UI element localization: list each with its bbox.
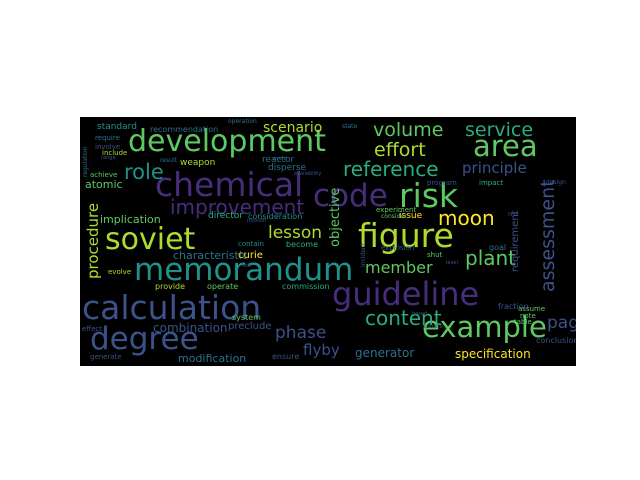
word-impact: impact: [479, 179, 504, 187]
word-experiment: experiment: [376, 206, 417, 214]
word-soviet: soviet: [105, 222, 196, 257]
word-consideration: consideration: [248, 212, 303, 221]
word-content: content: [365, 306, 442, 330]
word-evolve: evolve: [108, 268, 132, 276]
word-volume: volume: [373, 119, 444, 141]
word-memorandum: memorandum: [134, 252, 354, 288]
word-recommendation: recommendation: [150, 125, 219, 134]
word-become: become: [286, 240, 319, 249]
word-fraction: fraction: [498, 302, 529, 311]
word-standard: standard: [97, 122, 137, 132]
word-moon: moon: [438, 206, 495, 230]
word-mission: mission: [247, 218, 267, 224]
word-incident-vertical: incident: [360, 242, 367, 267]
word-limit: limit: [508, 212, 519, 218]
word-explosion: explosion: [381, 244, 415, 252]
word-program: program: [427, 179, 457, 187]
word-service: service: [465, 119, 534, 141]
word-state: state: [342, 123, 358, 130]
word-range: range: [101, 155, 116, 161]
word-assessment-vertical: assessment: [537, 179, 559, 292]
word-implication: implication: [100, 213, 161, 226]
word-generate: generate: [90, 353, 122, 361]
word-objective-vertical: objective: [328, 187, 343, 247]
word-test: test: [242, 263, 252, 269]
word-effect: effect: [82, 325, 103, 333]
word-based: based: [412, 311, 428, 317]
word-issue: issue: [399, 211, 423, 221]
word-system: system: [232, 313, 261, 322]
word-goal: goal: [489, 243, 507, 252]
word-include: include: [102, 149, 128, 157]
word-page: page: [547, 313, 576, 333]
word-assume: assume: [518, 305, 546, 313]
word-member: member: [365, 258, 433, 277]
word-characteristic: characteristic: [173, 249, 248, 262]
word-involve: involve: [95, 143, 121, 151]
word-combination: combination: [153, 321, 228, 335]
word-development: development: [128, 124, 326, 159]
word-lesson: lesson: [268, 223, 323, 243]
word-commission: commission: [282, 282, 330, 291]
word-event: event: [273, 156, 288, 162]
word-generator: generator: [355, 346, 415, 360]
word-procedure-vertical: procedure: [84, 202, 102, 279]
word-code: code: [313, 178, 388, 214]
word-reference: reference: [343, 157, 439, 181]
word-principle: principle: [462, 159, 527, 177]
word-effort: effort: [374, 139, 426, 161]
word-source: source: [423, 323, 443, 330]
word-specification: specification: [455, 347, 531, 361]
word-plant: plant: [465, 246, 517, 270]
word-require: require: [95, 134, 120, 142]
word-design: design: [546, 179, 566, 186]
word-director: director: [208, 211, 243, 221]
word-ensure: ensure: [272, 352, 300, 361]
word-guideline: guideline: [332, 275, 480, 313]
word-disperse: disperse: [268, 163, 307, 173]
word-availability: availability: [294, 171, 322, 177]
word-requirement-vertical: requirement: [510, 210, 521, 272]
word-example: example: [422, 310, 547, 344]
word-note: note: [520, 312, 536, 320]
word-phase: phase: [275, 323, 327, 343]
word-flyby: flyby: [303, 341, 340, 359]
word-preclude: preclude: [228, 321, 272, 332]
word-scenario: scenario: [263, 120, 323, 136]
word-chemical: chemical: [155, 165, 304, 204]
word-result: result: [160, 157, 177, 164]
word-degree: degree: [90, 321, 199, 357]
word-operate: operate: [207, 282, 239, 291]
word-calculation: calculation: [82, 288, 262, 327]
word-reactor: reactor: [262, 155, 295, 165]
word-conclusion: conclusion: [536, 336, 576, 345]
word-figure: figure: [358, 216, 454, 255]
word-modification: modification: [178, 352, 247, 365]
word-risk: risk: [399, 176, 459, 215]
word-atomic: atomic: [85, 178, 123, 191]
word-curie: curie: [238, 250, 263, 261]
word-area: area: [473, 129, 538, 163]
word-weapon: weapon: [180, 158, 216, 168]
word-consider: consider: [381, 213, 407, 220]
word-table: table: [514, 318, 532, 326]
word-achieve: achieve: [90, 171, 118, 179]
word-cloud: memorandum guideline calculation degree …: [80, 117, 576, 366]
word-role: role: [124, 160, 164, 184]
word-level: level: [446, 260, 458, 266]
word-regulation-vertical: regulation: [82, 146, 89, 177]
word-shut: shut: [427, 251, 443, 259]
word-contain: contain: [238, 240, 264, 248]
word-provide: provide: [155, 282, 186, 291]
word-operation: operation: [228, 118, 257, 125]
word-improvement: improvement: [170, 195, 305, 219]
